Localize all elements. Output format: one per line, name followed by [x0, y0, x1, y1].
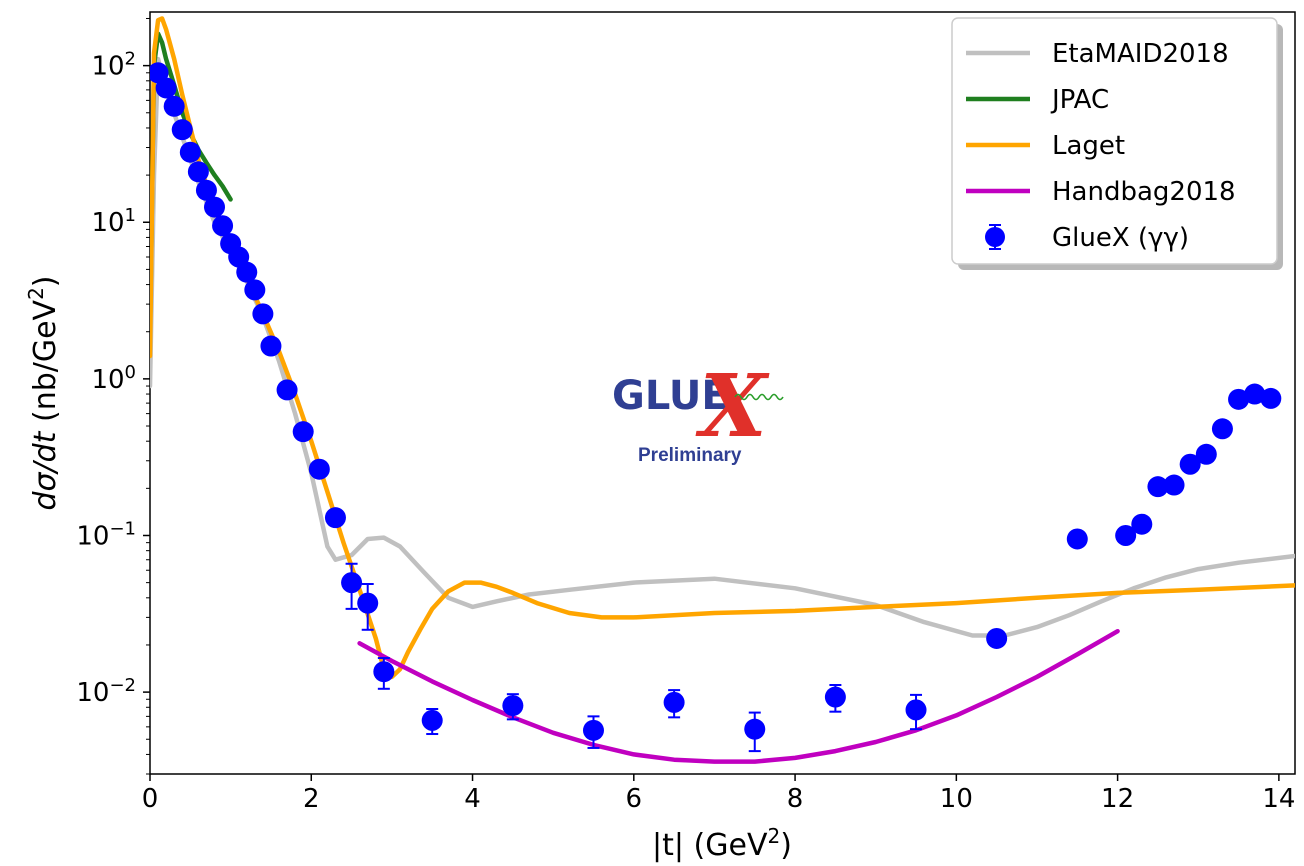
series-line-etamaid2018 [150, 56, 1295, 638]
data-point [187, 161, 209, 183]
y-axis-ticks: 102 101 100 10−1 10−2 [76, 17, 150, 775]
y-tick-label: 10−1 [76, 518, 136, 552]
legend-box [951, 17, 1278, 265]
data-point [171, 119, 193, 141]
data-point [1228, 388, 1250, 410]
legend: EtaMAID2018 JPAC Laget Handbag2018 GlueX (γγ… [951, 17, 1283, 270]
data-point [1163, 474, 1185, 496]
data-point [308, 458, 330, 480]
data-point [163, 95, 185, 117]
x-axis-title: |t| (GeV2) [652, 824, 792, 863]
logo-text-glue: GLUE [612, 373, 729, 419]
legend-label: JPAC [1050, 85, 1109, 115]
y-tick-label: 101 [91, 205, 136, 239]
data-point [905, 699, 927, 721]
data-point [373, 661, 395, 683]
x-axis-ticks: 0 2 4 6 8 10 12 14 [142, 774, 1295, 814]
x-tick-label: 14 [1262, 784, 1295, 814]
data-point [155, 77, 177, 99]
data-point [1211, 418, 1233, 440]
logo-wave-icon [734, 393, 784, 401]
data-point [212, 215, 234, 237]
series-line-handbag2018 [357, 628, 1120, 764]
data-point [204, 196, 226, 218]
y-axis-title: dσ/dt (nb/GeV2) [24, 275, 63, 510]
x-tick-label: 0 [142, 784, 159, 814]
data-point [744, 718, 766, 740]
logo-subtitle: Preliminary [638, 445, 742, 466]
data-point [1244, 383, 1266, 405]
data-point [1115, 524, 1137, 546]
series-layer [150, 16, 1295, 764]
data-point [236, 261, 258, 283]
data-point [1147, 476, 1169, 498]
data-point [663, 691, 685, 713]
logo-text-x: X [695, 356, 770, 457]
data-point [986, 627, 1008, 649]
legend-label: GlueX (γγ) [1052, 223, 1189, 253]
data-point [195, 179, 217, 201]
data-point [421, 709, 443, 731]
data-point [1066, 528, 1088, 550]
data-point [324, 507, 346, 529]
data-point [582, 719, 604, 741]
gluex-logo: GLUE X Preliminary [612, 356, 784, 466]
data-point [179, 141, 201, 163]
x-tick-label: 6 [626, 784, 643, 814]
data-point [824, 686, 846, 708]
plot-frame [149, 11, 1296, 775]
data-point [341, 572, 363, 594]
data-point [1131, 513, 1153, 535]
x-tick-label: 4 [464, 784, 481, 814]
data-point [244, 279, 266, 301]
legend-label: Handbag2018 [1052, 177, 1236, 207]
data-point [502, 695, 524, 717]
data-point [1195, 443, 1217, 465]
x-tick-label: 10 [940, 784, 973, 814]
legend-label: EtaMAID2018 [1052, 39, 1229, 69]
legend-marker [985, 227, 1005, 247]
x-tick-label: 8 [787, 784, 804, 814]
data-point [292, 421, 314, 443]
y-tick-label: 10−2 [76, 675, 136, 709]
x-tick-label: 2 [303, 784, 320, 814]
data-point [1260, 387, 1282, 409]
data-point [357, 592, 379, 614]
y-tick-label: 100 [91, 361, 136, 395]
data-point [276, 379, 298, 401]
x-tick-label: 12 [1101, 784, 1134, 814]
legend-label: Laget [1052, 131, 1125, 161]
data-point [1179, 453, 1201, 475]
y-tick-label: 102 [91, 48, 136, 82]
data-point [252, 303, 274, 325]
data-point [260, 335, 282, 357]
